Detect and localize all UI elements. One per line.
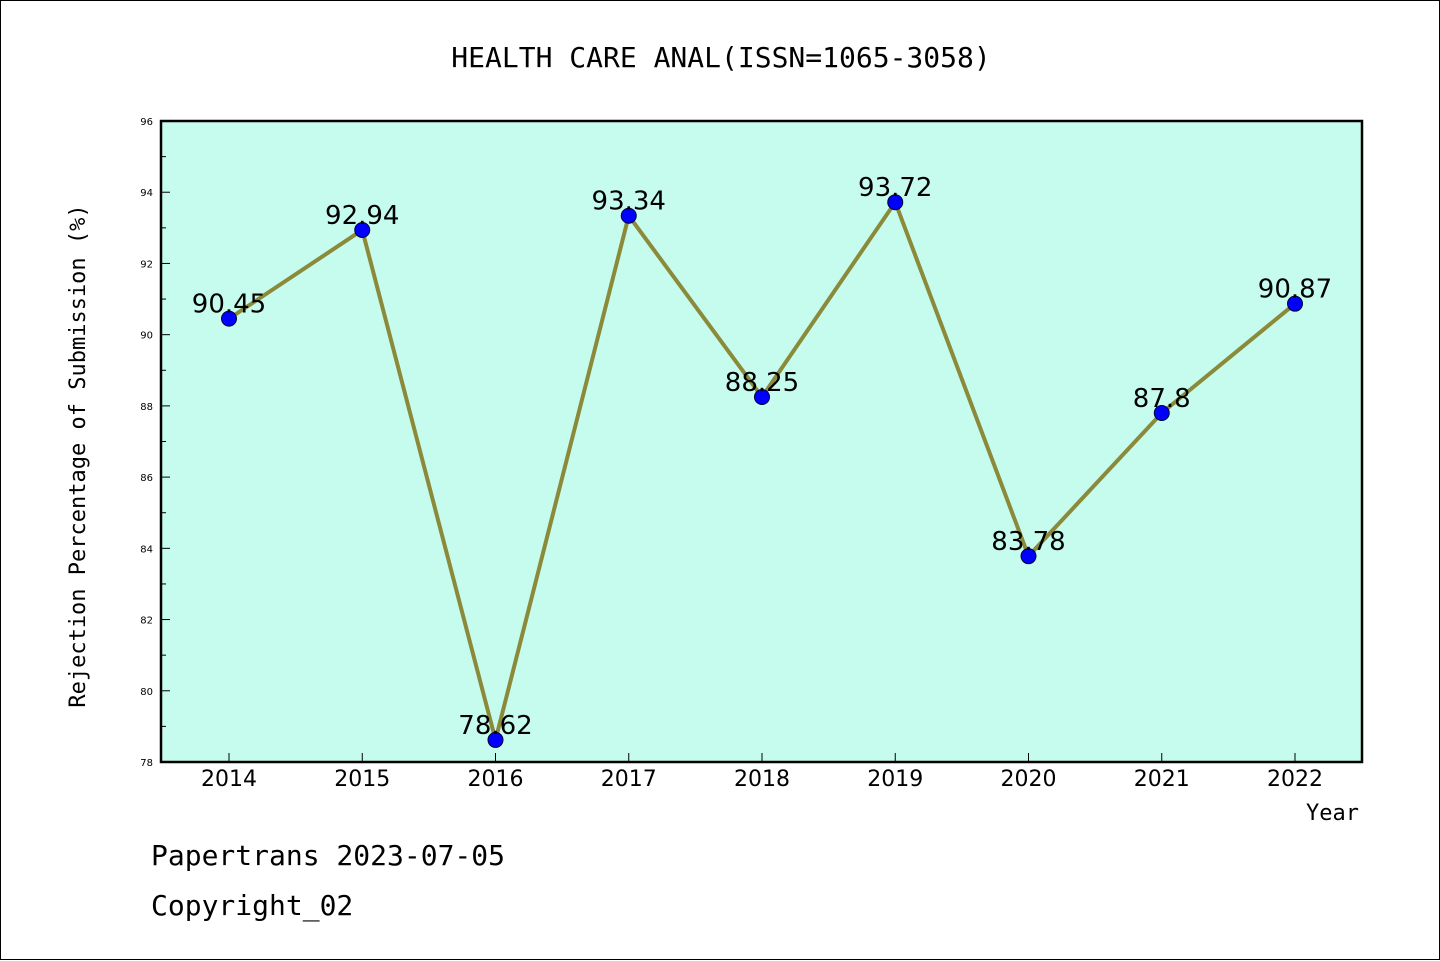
y-tick-label: 86 bbox=[140, 473, 153, 484]
data-label: 90.87 bbox=[1258, 275, 1332, 305]
x-tick-label: 2021 bbox=[1134, 767, 1190, 792]
data-label: 93.34 bbox=[592, 187, 666, 217]
y-tick-label: 94 bbox=[140, 188, 153, 199]
x-tick-label: 2019 bbox=[867, 767, 923, 792]
y-axis-label: Rejection Percentage of Submission (%) bbox=[66, 204, 91, 707]
series-group bbox=[221, 194, 1303, 748]
footer-date: Papertrans 2023-07-05 bbox=[151, 839, 505, 872]
y-axis: 78 80 82 84 86 88 90 92 94 96 bbox=[140, 117, 170, 769]
data-label: 93.72 bbox=[858, 173, 932, 203]
data-point bbox=[1287, 295, 1303, 312]
data-labels-group: 90.45 92.94 78.62 93.34 88.25 93.72 83.78 87.8 9… bbox=[192, 173, 1332, 741]
data-label: 90.45 bbox=[192, 290, 266, 320]
x-axis-label: Year bbox=[1306, 801, 1359, 826]
data-label: 88.25 bbox=[725, 368, 799, 398]
x-axis: 2014 2015 2016 2017 2018 2019 2020 2021 2022 bbox=[201, 753, 1323, 792]
y-tick-label: 96 bbox=[140, 117, 153, 128]
footer-copyright: Copyright_02 bbox=[151, 889, 353, 923]
y-tick-label: 92 bbox=[140, 259, 153, 270]
x-tick-label: 2016 bbox=[468, 767, 524, 792]
y-tick-label: 90 bbox=[140, 331, 153, 342]
x-tick-label: 2020 bbox=[1001, 767, 1057, 792]
y-tick-label: 84 bbox=[140, 544, 153, 555]
x-tick-label: 2014 bbox=[201, 767, 257, 792]
y-tick-label: 82 bbox=[140, 616, 153, 627]
plot-border bbox=[159, 119, 1364, 764]
data-label: 87.8 bbox=[1133, 384, 1191, 414]
data-point bbox=[887, 194, 904, 211]
data-point bbox=[1153, 405, 1170, 422]
data-point bbox=[221, 310, 237, 327]
data-point bbox=[1020, 548, 1037, 565]
data-label: 83.78 bbox=[991, 527, 1065, 557]
x-tick-label: 2018 bbox=[734, 767, 790, 792]
data-point bbox=[620, 207, 637, 224]
data-label: 92.94 bbox=[325, 201, 399, 231]
y-tick-label: 88 bbox=[140, 402, 153, 413]
y-tick-label: 78 bbox=[140, 758, 153, 769]
data-point bbox=[354, 221, 371, 238]
x-tick-label: 2015 bbox=[334, 767, 390, 792]
data-label: 78.62 bbox=[458, 711, 532, 741]
data-point bbox=[487, 731, 504, 748]
x-tick-label: 2022 bbox=[1267, 767, 1323, 792]
data-point bbox=[754, 388, 770, 405]
chart-title: HEALTH CARE ANAL(ISSN=1065-3058) bbox=[451, 41, 990, 74]
x-tick-label: 2017 bbox=[601, 767, 657, 792]
y-tick-label: 80 bbox=[140, 687, 153, 698]
